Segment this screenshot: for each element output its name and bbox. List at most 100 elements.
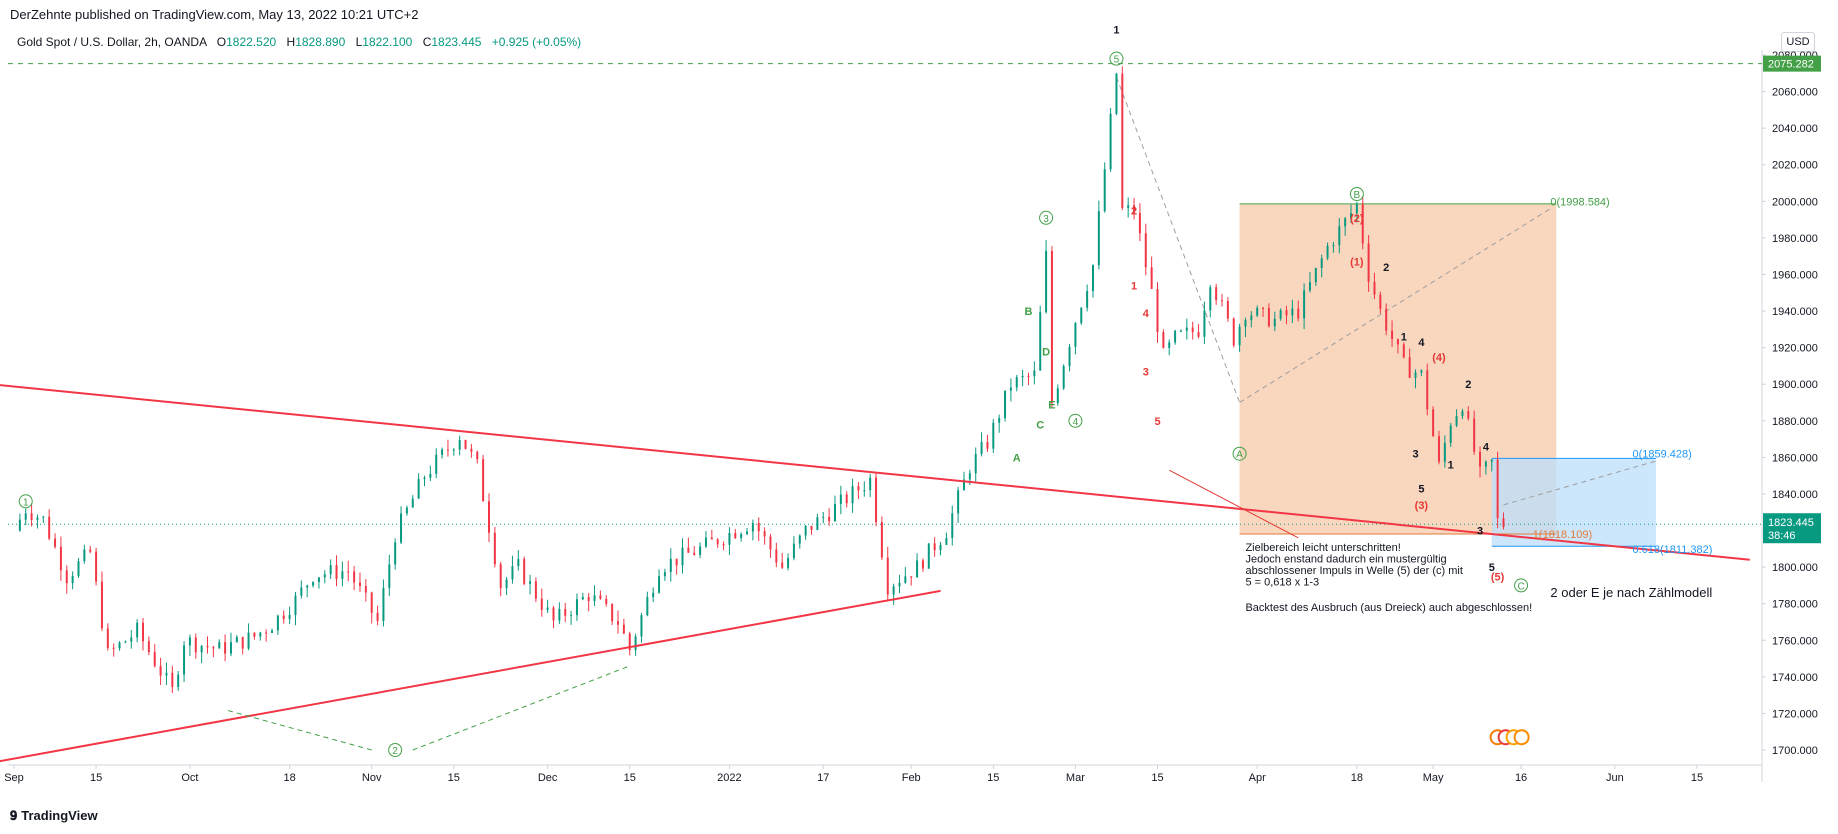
candle-body <box>89 549 92 552</box>
candle-body <box>364 585 367 593</box>
candle-body <box>687 547 690 553</box>
candle-body <box>529 581 532 584</box>
candle-body <box>916 560 919 578</box>
wave-label: 3 <box>1043 214 1049 225</box>
candle-body <box>816 517 819 530</box>
candle-body <box>1179 330 1182 332</box>
candle-body <box>1244 320 1247 327</box>
candle-body <box>24 513 27 520</box>
candle-body <box>798 535 801 544</box>
candle-body <box>1414 372 1417 378</box>
candle-body <box>18 519 21 531</box>
wave-label: A <box>1236 450 1243 461</box>
candle-body <box>259 632 262 637</box>
x-tick-label: Jun <box>1606 772 1624 784</box>
candle-body <box>1426 370 1429 410</box>
candle-body <box>1484 461 1487 467</box>
candle-body <box>1050 250 1053 404</box>
candle-body <box>1496 459 1499 519</box>
candle-body <box>599 595 602 599</box>
wave-label: 1 <box>23 497 29 508</box>
candle-body <box>792 543 795 559</box>
annotation-note-line: 5 = 0,618 x 1-3 <box>1245 577 1319 589</box>
candle-body <box>1215 287 1218 301</box>
candle-body <box>1015 377 1018 388</box>
fib-level-label: 0(1998.584) <box>1550 196 1609 208</box>
candle-body <box>429 473 432 478</box>
candle-body <box>875 477 878 523</box>
y-tick-label: 1760.000 <box>1772 635 1818 647</box>
candle-body <box>722 544 725 546</box>
candle-body <box>1009 387 1012 391</box>
candle-body <box>1039 312 1042 371</box>
candle-body <box>188 637 191 646</box>
candle-body <box>1279 310 1282 319</box>
candle-body <box>1267 307 1270 327</box>
symbol-legend: Gold Spot / U.S. Dollar, 2h, OANDA O1822… <box>17 35 581 49</box>
candle-body <box>1490 459 1493 462</box>
wave-label-circle <box>1039 210 1054 225</box>
wave-label: 3 <box>1143 366 1149 378</box>
candle-body <box>810 525 813 530</box>
candle-body <box>1226 300 1229 319</box>
wave-label: A <box>1013 452 1021 464</box>
wave-label: 1 <box>1401 332 1407 344</box>
x-tick-label: 15 <box>987 772 999 784</box>
candle-body <box>1262 307 1265 309</box>
candle-body <box>775 549 778 563</box>
candle-body <box>781 562 784 568</box>
y-tick-label: 1900.000 <box>1772 379 1818 391</box>
candle-body <box>353 571 356 583</box>
publisher-line: DerZehnte published on TradingView.com, … <box>10 7 419 22</box>
candle-body <box>1021 375 1024 378</box>
x-tick-label: Dec <box>538 772 558 784</box>
candle-body <box>282 615 285 620</box>
x-tick-label: Apr <box>1249 772 1266 784</box>
candle-body <box>1443 442 1446 462</box>
wave-label-circle <box>1109 51 1124 66</box>
candle-body <box>546 607 549 610</box>
candle-body <box>1109 113 1112 170</box>
wave-label: 5 <box>1489 562 1495 574</box>
candle-body <box>100 581 103 629</box>
candle-body <box>564 608 567 616</box>
candle-body <box>370 592 373 613</box>
candle-body <box>681 547 684 566</box>
candle-body <box>1168 342 1171 348</box>
tradingview-logo[interactable]: 𝟗 TradingView <box>10 808 98 824</box>
candle-body <box>1355 203 1358 214</box>
candle-body <box>980 442 983 454</box>
candle-body <box>276 615 279 631</box>
candle-body <box>194 637 197 653</box>
wave-count-label: 2 oder E je nach Zählmodell <box>1550 585 1712 600</box>
wave-label: 5 <box>1418 483 1424 495</box>
ath-price-tag <box>1763 55 1821 72</box>
wave-label: 5 <box>1154 416 1160 428</box>
candle-body <box>622 624 625 634</box>
candle-body <box>1156 289 1159 333</box>
candle-body <box>675 558 678 566</box>
last-price-label: 1823.445 <box>1768 517 1814 529</box>
candle-body <box>1473 418 1476 452</box>
y-tick-label: 1740.000 <box>1772 672 1818 684</box>
y-tick-label: 1920.000 <box>1772 343 1818 355</box>
symbol-title[interactable]: Gold Spot / U.S. Dollar, 2h, OANDA <box>17 35 207 49</box>
last-price-tag <box>1763 513 1821 544</box>
x-tick-label: Feb <box>902 772 921 784</box>
x-tick-label: 15 <box>1691 772 1703 784</box>
candle-body <box>1203 310 1206 337</box>
candle-body <box>839 494 842 504</box>
candle-body <box>540 598 543 610</box>
wave-label: 4 <box>1143 308 1150 320</box>
candle-body <box>1273 318 1276 327</box>
wave-label: D <box>1042 346 1050 358</box>
candle-body <box>880 522 883 558</box>
candle-body <box>229 642 232 654</box>
candle-body <box>306 585 309 588</box>
candle-body <box>417 478 420 499</box>
candle-body <box>1256 307 1259 316</box>
wave-label: 3 <box>1477 526 1483 538</box>
currency-button[interactable]: USD <box>1781 32 1815 52</box>
candle-body <box>212 647 215 649</box>
